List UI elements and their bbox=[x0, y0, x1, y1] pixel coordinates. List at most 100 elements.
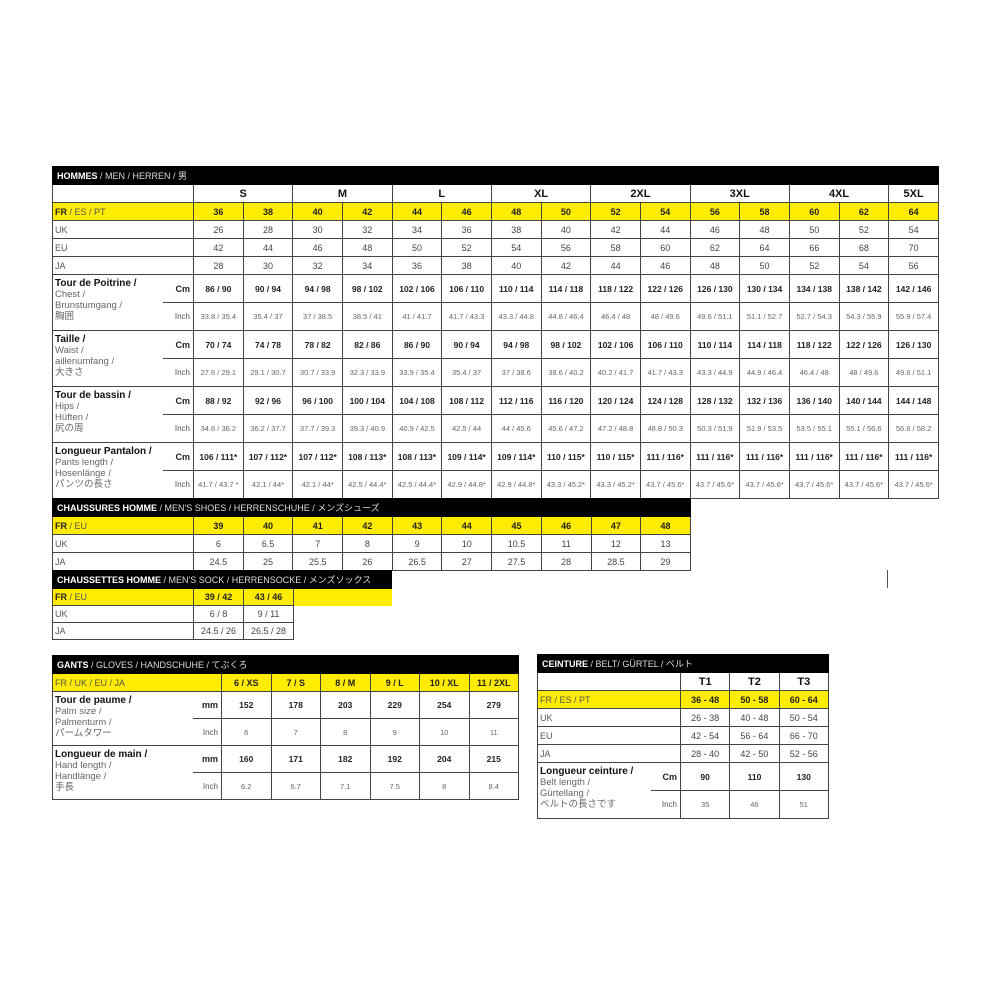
unit-label: mm bbox=[192, 745, 222, 773]
measure-translation: パームタワー bbox=[55, 728, 112, 739]
measure-value: 111 / 116* bbox=[639, 442, 691, 471]
measure-value-inch: 7.5 bbox=[369, 772, 420, 800]
measure-value: 111 / 116* bbox=[788, 442, 840, 471]
fr-size-value: 46 bbox=[540, 516, 592, 535]
measure-translation: Palmenturm / bbox=[55, 717, 112, 728]
size-conversion-row: JA 24.5 / 26 26.5 / 28 bbox=[52, 622, 392, 640]
measure-value: 111 / 116* bbox=[838, 442, 890, 471]
size-value: 26 bbox=[342, 552, 393, 571]
fr-label-bold: FR bbox=[55, 592, 67, 602]
measure-name: Tour de bassin / bbox=[55, 390, 131, 401]
unit-label: Inch bbox=[162, 302, 194, 331]
measure-value-inch: 6.2 bbox=[221, 772, 272, 800]
measure-translation: 手長 bbox=[55, 782, 75, 793]
men-size-table: HOMMES / MEN / HERREN / 男 S M L XL 2XL 3XL 4XL 5… bbox=[51, 166, 940, 499]
measure-row-primary: Longueur de main / Hand length / Handlänge… bbox=[52, 745, 520, 800]
measure-value-inch: 35.4 / 37 bbox=[242, 302, 294, 331]
size-value: 28 bbox=[193, 256, 244, 275]
size-value: 29 bbox=[640, 552, 691, 571]
measure-row-secondary: Inch 34.6 / 36.2 36.2 / 37.7 37.7 / 39.3 39.… bbox=[53, 414, 940, 443]
measure-value-inch: 10 bbox=[419, 718, 470, 746]
size-value: 7 bbox=[292, 534, 344, 553]
size-value: 26 bbox=[193, 220, 244, 239]
size-value: 54 bbox=[490, 238, 542, 257]
measure-value: 134 / 138 bbox=[788, 274, 840, 303]
measure-value: 110 / 114 bbox=[689, 330, 741, 359]
measure-value: 110 bbox=[729, 762, 780, 791]
size-value: 38 bbox=[490, 220, 542, 239]
measure-value: 114 / 118 bbox=[540, 274, 592, 303]
size-value: 38 bbox=[441, 256, 492, 275]
fr-size-value: 41 bbox=[292, 516, 344, 535]
measure-label: Tour de bassin / Hips / Hüften / 尻の周 bbox=[52, 386, 163, 443]
fr-size-label: FR / UK / EU / JA bbox=[52, 673, 222, 692]
measure-value: 90 / 94 bbox=[242, 274, 294, 303]
size-label: 4XL bbox=[788, 184, 890, 203]
measure-row-secondary: Inch 6.2 6.7 7.1 7.5 8 8.4 bbox=[53, 772, 520, 800]
fr-size-value: 39 bbox=[193, 516, 244, 535]
size-value: 42 bbox=[193, 238, 244, 257]
unit-label: Inch bbox=[192, 718, 222, 746]
size-row-label bbox=[537, 672, 681, 691]
size-value: 64 bbox=[739, 238, 790, 257]
size-value: 48 bbox=[689, 256, 741, 275]
size-value: 9 bbox=[391, 534, 443, 553]
size-value: 30 bbox=[242, 256, 294, 275]
row-label: EU bbox=[52, 238, 194, 257]
table-title-bold: CHAUSSETTES HOMME bbox=[57, 575, 162, 585]
measure-value-inch: 49.6 / 51.1 bbox=[888, 358, 940, 387]
measure-translation: 尻の周 bbox=[55, 423, 84, 434]
measure-value-inch: 8 bbox=[419, 772, 470, 800]
size-value: 36 bbox=[391, 256, 443, 275]
fr-size-value: 11 / 2XL bbox=[468, 673, 520, 692]
fr-size-value: 38 bbox=[242, 202, 294, 221]
fr-size-value: 6 / XS bbox=[221, 673, 272, 692]
measure-value-inch: 37.7 / 39.3 bbox=[292, 414, 343, 443]
measure-value: 107 / 112* bbox=[242, 442, 294, 471]
fr-size-value: 56 bbox=[689, 202, 741, 221]
size-value: 8 bbox=[342, 534, 393, 553]
measure-translation: 大きさ bbox=[55, 367, 84, 378]
measure-translation: Chest / bbox=[55, 289, 86, 300]
measure-value-inch: 6 bbox=[221, 718, 272, 746]
fr-label-bold: FR bbox=[55, 520, 67, 531]
size-value: 11 bbox=[540, 534, 592, 553]
measure-value-inch: 43.7 / 45.6* bbox=[838, 470, 890, 499]
measure-value: 182 bbox=[320, 745, 371, 773]
measure-label: Taille / Waist / aillenumfang / 大きさ bbox=[52, 330, 163, 387]
measure-value: 152 bbox=[221, 691, 272, 719]
size-value: 34 bbox=[341, 256, 393, 275]
measure-value-inch: 42.5 / 44 bbox=[441, 414, 492, 443]
fr-size-value: 58 bbox=[739, 202, 790, 221]
measure-value-inch: 46.4 / 48 bbox=[788, 358, 840, 387]
table-title: CEINTURE / BELT/ GÜRTEL / ベルト bbox=[537, 654, 829, 673]
row-label: UK bbox=[52, 220, 194, 239]
measure-value-inch: 43.7 / 45.6* bbox=[639, 470, 691, 499]
measure-translation: Belt length / bbox=[540, 777, 591, 788]
size-conversion-row: JA 24.5 25 25.5 26 26.5 27 27.5 28 28.5 29 bbox=[52, 552, 691, 571]
size-label: T3 bbox=[778, 672, 829, 691]
measure-value: 74 / 78 bbox=[242, 330, 294, 359]
unit-label: Cm bbox=[162, 274, 194, 303]
measure-value-inch: 33.9 / 35.4 bbox=[391, 358, 443, 387]
table-header-row: CEINTURE / BELT/ GÜRTEL / ベルト bbox=[537, 654, 829, 673]
measure-value: 130 / 134 bbox=[739, 274, 790, 303]
measure-value: 111 / 116* bbox=[888, 442, 940, 471]
measure-value: 106 / 111* bbox=[193, 442, 244, 471]
table-header-row: GANTS / GLOVES / HANDSCHUHE / てぶくろ bbox=[51, 655, 520, 674]
measure-value-inch: 7.1 bbox=[320, 772, 371, 800]
table-header-row: CHAUSSETTES HOMME / MEN'S SOCK / HERRENS… bbox=[51, 570, 393, 589]
measure-value: 106 / 110 bbox=[441, 274, 492, 303]
table-title-bold: CHAUSSURES HOMME bbox=[57, 503, 158, 513]
measure-value: 128 / 132 bbox=[689, 386, 741, 415]
measure-value: 112 / 116 bbox=[490, 386, 542, 415]
measure-value-inch: 41.7 / 43.3 bbox=[441, 302, 492, 331]
measure-row-primary: Longueur Pantalon / Pants length / Hosenlä… bbox=[52, 442, 940, 499]
measure-value: 118 / 122 bbox=[788, 330, 840, 359]
measure-value: 102 / 106 bbox=[391, 274, 443, 303]
measure-value: 116 / 120 bbox=[540, 386, 592, 415]
table-title-rest: / MEN / HERREN / 男 bbox=[97, 171, 188, 181]
size-row-label bbox=[52, 184, 194, 203]
measure-label: Tour de Poitrine / Chest / Brunstumgang / 胸… bbox=[52, 274, 163, 331]
